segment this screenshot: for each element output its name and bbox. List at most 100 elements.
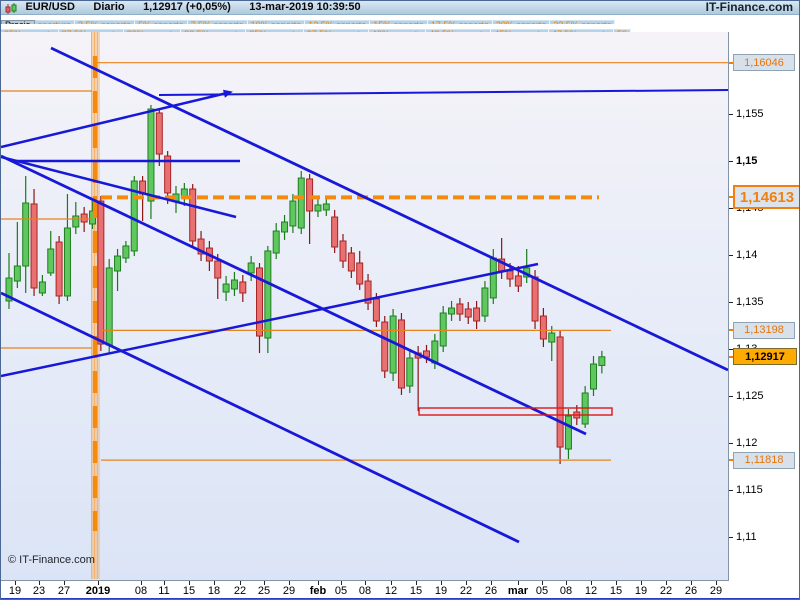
candle-body <box>114 255 122 272</box>
datetime-label: 13-mar-2019 10:39:50 <box>249 1 361 13</box>
date-tick-label: 25 <box>257 585 271 597</box>
price-tick <box>729 395 733 397</box>
support-level-button[interactable]: apertura <box>34 20 76 24</box>
price-tick <box>729 348 733 350</box>
candle-body <box>230 279 238 290</box>
candle-body <box>548 332 556 343</box>
date-axis[interactable]: 19 23 27 2019 08 11 15 18 22 25 29 feb 05 08 12 15 19 22 2… <box>1 581 799 599</box>
date-tick-label: 19 <box>634 585 648 597</box>
candle-body <box>197 238 205 255</box>
candlestick-plot <box>1 32 729 579</box>
candle-body <box>72 215 80 228</box>
date-tick-label: 19 <box>8 585 22 597</box>
price-tick <box>729 113 733 115</box>
copyright-label: © IT-Finance.com <box>8 554 95 566</box>
support-level-button[interactable]: 2.5% soporte <box>75 20 136 24</box>
support-level-button[interactable]: 7.5% soporte <box>187 20 248 24</box>
date-tick-label: 05 <box>334 585 348 597</box>
candlestick-chart-icon <box>5 2 17 20</box>
candle-body <box>55 241 63 297</box>
candle-body <box>381 321 389 372</box>
candle-body <box>239 281 247 294</box>
candle-body <box>598 356 606 366</box>
itfinance-watermark: IT-Finance.com <box>705 0 793 14</box>
price-tick-label: 1,11 <box>736 531 757 543</box>
candle-body <box>264 250 272 339</box>
support-level-button[interactable]: 5% soporte <box>135 20 188 24</box>
support-level-button[interactable]: 47.5% soporte <box>548 28 614 32</box>
candle-body <box>564 415 572 450</box>
date-tick-label: 05 <box>535 585 549 597</box>
candle-body <box>256 267 263 337</box>
date-tick-label: 15 <box>409 585 423 597</box>
support-level-button[interactable]: 22.5% soporte <box>550 20 616 24</box>
toolbar-row-1: Precioapertura2.5% soporte5% soporte7.5%… <box>1 15 728 24</box>
candle-body <box>214 260 222 279</box>
date-tick <box>666 581 667 585</box>
date-tick <box>416 581 417 585</box>
date-tick-label: 12 <box>384 585 398 597</box>
price-alert-tick <box>729 459 733 462</box>
date-tick <box>98 581 99 585</box>
date-tick <box>641 581 642 585</box>
candle-body <box>531 276 539 322</box>
price-axis[interactable]: 1,1551,151,1451,141,1351,131,1251,121,11… <box>728 32 799 581</box>
price-tick <box>729 489 733 491</box>
candle-body <box>13 265 21 282</box>
candle-body <box>47 248 55 274</box>
candle-body <box>30 203 38 289</box>
support-level-button[interactable]: 45% soporte <box>491 28 549 32</box>
trend-line-fan-line <box>1 155 237 219</box>
support-level-button[interactable]: 25% soporte <box>1 28 59 32</box>
date-tick <box>189 581 190 585</box>
candle-body <box>339 240 347 262</box>
price-tick <box>729 160 733 162</box>
support-level-button[interactable]: 12.5% soporte <box>305 20 371 24</box>
support-level-button[interactable]: 30% soporte <box>123 28 182 32</box>
candle-body <box>590 363 597 390</box>
chart-canvas[interactable]: © IT-Finance.com <box>1 32 729 581</box>
date-tick-label: 22 <box>659 585 673 597</box>
candle-body <box>130 180 138 252</box>
support-level-button[interactable]: 32.5% soporte <box>181 28 247 32</box>
date-tick <box>716 581 717 585</box>
candle-body <box>105 267 113 346</box>
support-level-button[interactable]: 10% soporte <box>247 20 306 24</box>
date-tick-label: 22 <box>459 585 473 597</box>
trend-line-ascending-support <box>1 262 539 378</box>
precio-label-cell[interactable]: Precio <box>1 20 35 24</box>
candle-body <box>147 108 155 202</box>
support-level-button[interactable]: 17.5% soporte <box>427 20 493 24</box>
support-level-button[interactable]: 27.5% soporte <box>58 28 124 32</box>
date-tick <box>591 581 592 585</box>
price-tick-label: 1,155 <box>736 108 764 120</box>
candle-body <box>272 230 280 254</box>
candle-body <box>439 312 447 347</box>
candle-body <box>406 357 414 387</box>
date-tick-label: 18 <box>207 585 221 597</box>
price-tick-label: 1,14 <box>736 249 758 261</box>
date-tick-label: 26 <box>484 585 498 597</box>
candle-body <box>322 203 330 211</box>
current-price-box: 1,12917 <box>733 348 797 366</box>
candle-body <box>5 277 13 302</box>
support-level-button[interactable]: 40% soporte <box>368 28 427 32</box>
candle-body <box>97 200 105 345</box>
support-level-button[interactable]: 20% soporte <box>492 20 551 24</box>
support-level-button[interactable]: 37.5% soporte <box>303 28 369 32</box>
date-tick <box>39 581 40 585</box>
price-level-box: 1,16046 <box>733 54 795 72</box>
date-tick-label: 27 <box>57 585 71 597</box>
price-alert-tick <box>729 329 733 332</box>
candle-body <box>281 221 289 233</box>
support-level-button[interactable]: 50 <box>613 28 631 32</box>
trend-line-resistance-horizontal <box>158 89 729 96</box>
support-level-button[interactable]: 15% soporte <box>370 20 428 24</box>
support-level-button[interactable]: 42.5% soporte <box>426 28 492 32</box>
support-level-button[interactable]: 35% soporte <box>246 28 304 32</box>
candle-body <box>314 204 322 212</box>
date-tick <box>141 581 142 585</box>
candle-body <box>63 227 71 297</box>
date-tick-label: 29 <box>282 585 296 597</box>
